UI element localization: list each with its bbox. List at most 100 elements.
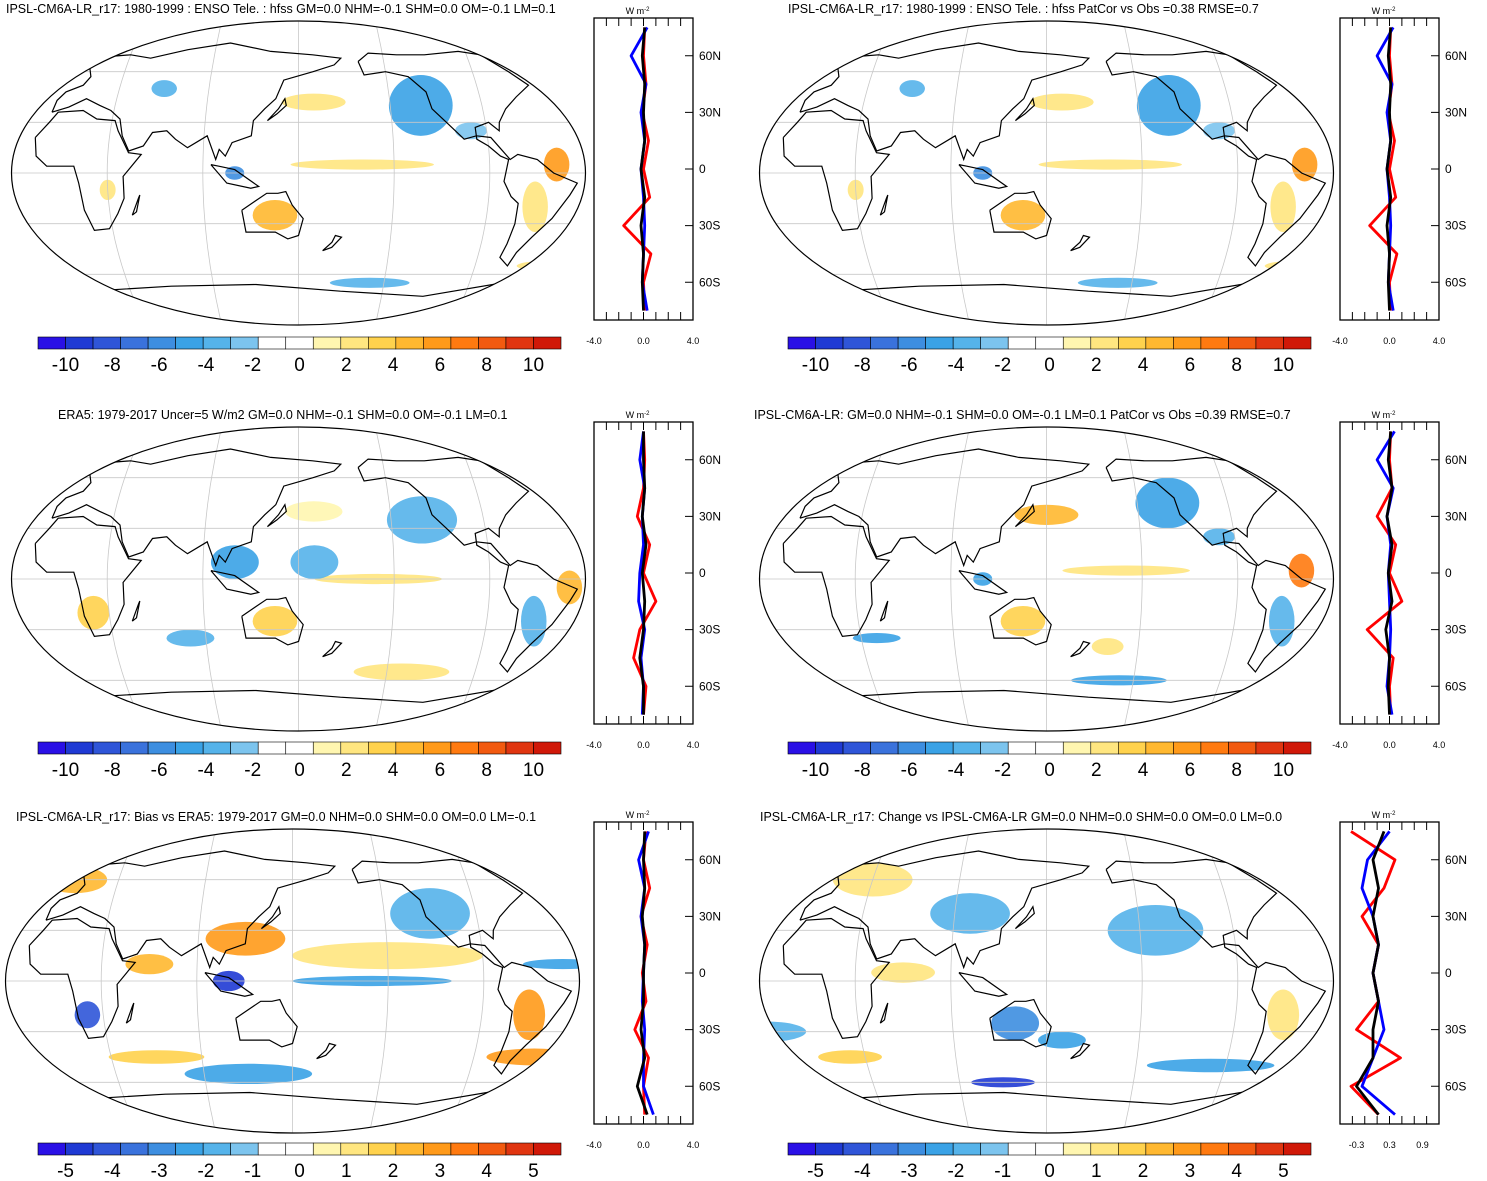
coastline: [1105, 456, 1327, 673]
colorbar-box: [1007, 336, 1037, 350]
panel-title: IPSL-CM6A-LR_r17: Bias vs ERA5: 1979-201…: [16, 810, 537, 824]
coastline: [322, 640, 343, 658]
map-border: [10, 20, 587, 326]
colorbar-label: 0: [1044, 1161, 1055, 1181]
coastline: [879, 194, 889, 216]
lat-label: 60N: [699, 853, 721, 867]
coastline: [958, 570, 1009, 595]
colorbar-label: 2: [388, 1161, 399, 1181]
colorbar-box: [478, 741, 507, 755]
colorbar: -10 -8 -6 -4 -2 0 2 4 6 8 10: [787, 336, 1312, 376]
field-patch: [329, 277, 410, 288]
field-patch: [1038, 159, 1182, 170]
field-patch: [252, 606, 298, 637]
colorbar-label: -8: [854, 760, 871, 781]
graticule-lon: [196, 829, 217, 1133]
world-map: [10, 426, 587, 732]
field-patch: [852, 633, 901, 644]
colorbar-box: [1173, 336, 1202, 350]
colorbar-label: -5: [57, 1161, 74, 1181]
colorbar-label: -3: [901, 1161, 918, 1181]
lat-label: 0: [699, 162, 706, 176]
coastline: [1105, 50, 1327, 267]
unit-label: W m-2: [626, 810, 650, 820]
zonal-mean-plot: 60N 30N 0 30S 60S -4.0 0.0 4.0 W m-2: [586, 810, 721, 1150]
colorbar-box: [423, 336, 452, 350]
zonal-series-line: [1355, 830, 1386, 1116]
x-tick-label: 0.3: [1383, 1140, 1396, 1150]
colorbar-label: -4: [947, 760, 964, 781]
colorbar: -10 -8 -6 -4 -2 0 2 4 6 8 10: [37, 336, 562, 376]
colorbar-label: -3: [151, 1161, 168, 1181]
lat-label: 30N: [699, 909, 721, 923]
unit-label: W m-2: [626, 410, 650, 420]
lat-label: 60S: [1445, 1079, 1466, 1093]
lat-label: 30N: [699, 105, 721, 119]
unit-label: W m-2: [1372, 410, 1396, 420]
coastline: [989, 596, 1052, 646]
colorbar-box: [897, 741, 926, 755]
coastline: [1070, 234, 1091, 252]
colorbar-label: 0: [294, 760, 305, 781]
colorbar-label: -2: [994, 355, 1011, 376]
coastline: [235, 998, 298, 1048]
colorbar-box: [980, 741, 1009, 755]
lat-label: 60N: [1445, 453, 1467, 467]
colorbar-label: -10: [52, 760, 79, 781]
coastline: [260, 905, 281, 930]
zonal-frame: [1339, 821, 1440, 1125]
colorbar-box: [202, 1142, 231, 1156]
x-tick-label: -4.0: [586, 336, 602, 346]
coastline: [266, 503, 287, 528]
field-patch: [871, 962, 935, 983]
colorbar-label: 4: [1138, 355, 1149, 376]
graticule-lon: [202, 427, 223, 731]
field-patch: [1038, 1031, 1086, 1049]
colorbar-box: [202, 741, 231, 755]
colorbar-box: [65, 336, 94, 350]
field-patch: [1062, 565, 1190, 576]
field-patch: [991, 1006, 1040, 1041]
coastline: [1070, 640, 1091, 658]
colorbar-box: [1255, 1142, 1284, 1156]
lat-label: 30N: [1445, 105, 1467, 119]
panel-change: IPSL-CM6A-LR_r17: Change vs IPSL-CM6A-LR…: [744, 788, 1487, 1181]
coastline: [1014, 97, 1035, 122]
colorbar-label: 8: [1231, 355, 1242, 376]
field-patch: [390, 888, 470, 939]
colorbar-box: [1145, 1142, 1174, 1156]
lat-label: 0: [699, 966, 706, 980]
colorbar-box: [1283, 336, 1312, 350]
field-patch: [818, 1050, 882, 1064]
colorbar-label: 8: [481, 355, 492, 376]
colorbar-box: [505, 336, 534, 350]
coastline: [836, 686, 1261, 703]
field-patch: [151, 80, 177, 97]
colorbar-box: [1255, 336, 1284, 350]
panel-title: ERA5: 1979-2017 Uncer=5 W/m2 GM=0.0 NHM=…: [58, 408, 508, 422]
colorbar-box: [1062, 336, 1092, 350]
coastline: [836, 280, 1261, 297]
colorbar-label: -4: [947, 355, 964, 376]
colorbar-box: [952, 741, 981, 755]
coastline: [28, 917, 137, 1040]
coastline: [1014, 503, 1035, 528]
colorbar-label: 6: [435, 760, 446, 781]
x-tick-label: -4.0: [586, 1140, 602, 1150]
lat-label: 0: [699, 566, 706, 580]
colorbar-box: [65, 741, 94, 755]
colorbar-label: -8: [104, 355, 121, 376]
colorbar-label: 10: [1273, 760, 1294, 781]
colorbar-label: 6: [1185, 760, 1196, 781]
colorbar-box: [815, 1142, 844, 1156]
colorbar-label: 4: [388, 355, 399, 376]
field-patch: [388, 75, 453, 136]
field-patch: [1291, 147, 1318, 182]
panel-era5: ERA5: 1979-2017 Uncer=5 W/m2 GM=0.0 NHM=…: [0, 396, 743, 789]
colorbar-box: [1200, 1142, 1229, 1156]
colorbar-box: [1062, 1142, 1092, 1156]
lat-label: 30S: [699, 1023, 720, 1037]
graticule-lon: [451, 427, 491, 731]
lat-label: 0: [1445, 966, 1452, 980]
x-tick-label: 0.0: [1383, 740, 1396, 750]
